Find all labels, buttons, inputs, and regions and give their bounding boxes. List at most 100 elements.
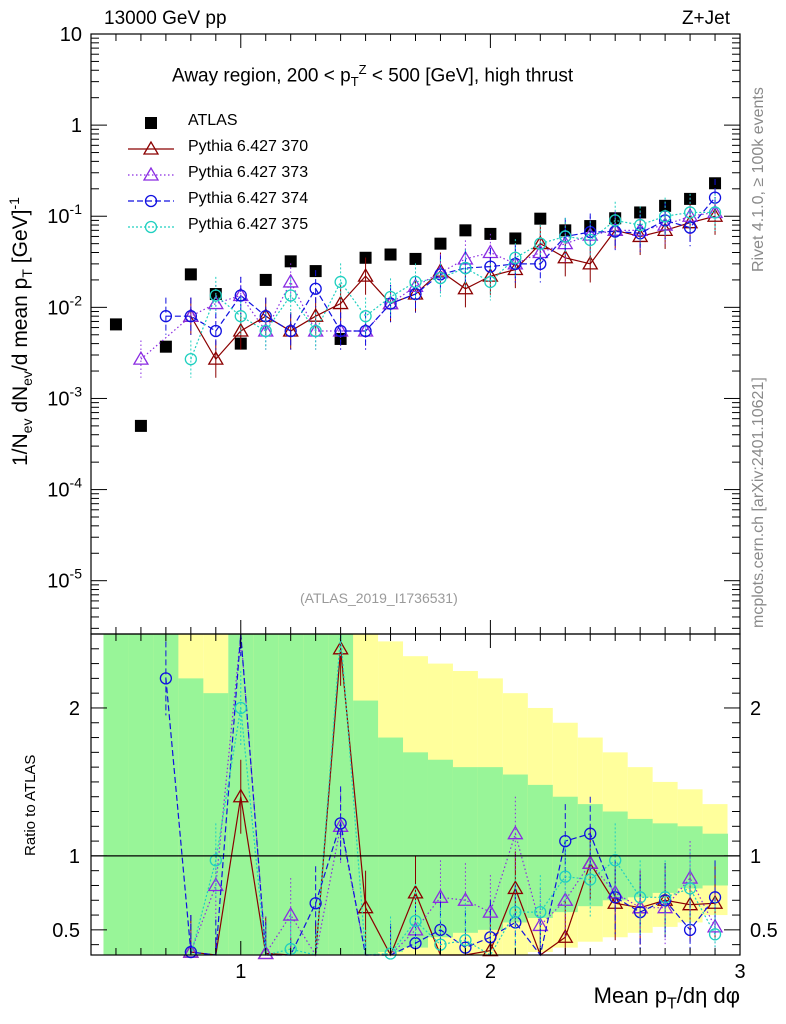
x-tick-label: 3 (734, 961, 745, 983)
ratio-uncertainty-bands (103, 634, 729, 955)
ratio-point-pythia-6-427-370 (357, 899, 374, 914)
point-pythia-6-427-374 (309, 282, 322, 295)
legend-label: Pythia 6.427 375 (188, 216, 309, 233)
ratio-point-pythia-6-427-373 (706, 918, 724, 933)
green-band-bin (128, 634, 154, 955)
point-atlas (109, 318, 122, 331)
top-y-tick-label: 10-5 (47, 566, 82, 593)
header-right: Z+Jet (681, 8, 730, 29)
point-pythia-6-427-374 (234, 289, 247, 302)
point-pythia-6-427-370 (557, 249, 574, 264)
point-pythia-6-427-375 (184, 353, 197, 366)
ratio-panel-marks (91, 633, 740, 960)
ratio-point-pythia-6-427-373 (457, 891, 474, 906)
ratio-point-pythia-6-427-370 (507, 880, 524, 895)
point-pythia-6-427-374 (184, 310, 197, 323)
point-pythia-6-427-375 (384, 290, 397, 304)
ratio-point-pythia-6-427-374 (159, 672, 173, 685)
x-tick-label: 1 (235, 961, 246, 983)
top-y-tick-label: 10-1 (47, 201, 82, 228)
ratio-point-pythia-6-427-373 (257, 945, 274, 960)
point-pythia-6-427-375 (234, 310, 247, 323)
ratio-point-pythia-6-427-375 (234, 701, 247, 715)
legend-label: Pythia 6.427 373 (188, 164, 309, 181)
point-atlas (184, 268, 197, 281)
analysis-id: (ATLAS_2019_I1736531) (300, 590, 458, 606)
ratio-point-pythia-6-427-373 (332, 818, 349, 832)
green-band-bin (427, 759, 454, 938)
ratio-point-pythia-6-427-375 (509, 905, 522, 919)
point-pythia-6-427-375 (259, 324, 272, 338)
point-pythia-6-427-375 (534, 237, 547, 250)
green-band-bin (253, 634, 279, 955)
point-pythia-6-427-375 (484, 275, 497, 289)
point-pythia-6-427-375 (334, 275, 347, 289)
point-atlas (134, 419, 147, 432)
point-atlas (384, 248, 397, 261)
point-pythia-6-427-370 (582, 255, 599, 270)
point-pythia-6-427-375 (683, 206, 697, 219)
legend-swatch (145, 117, 157, 129)
ratio-point-pythia-6-427-375 (584, 873, 597, 886)
point-pythia-6-427-375 (708, 206, 722, 219)
point-atlas (284, 255, 297, 268)
top-y-axis-label: 1/Nev dNev/d mean pT [GeV]-1 (6, 197, 36, 466)
ratio-point-pythia-6-427-375 (534, 905, 547, 919)
point-pythia-6-427-375 (509, 251, 522, 264)
green-band-bin (278, 634, 304, 955)
axis-ticks: 1 2 3 10-5 10-4 10-3 10-2 10-1 1 10 0.5 0.5 1 1 2 2 (47, 24, 778, 983)
green-band-bin (178, 678, 204, 955)
point-pythia-6-427-374 (284, 324, 297, 338)
legend-marker (144, 220, 158, 234)
ratio-point-pythia-6-427-375 (634, 891, 647, 904)
point-pythia-6-427-374 (159, 310, 173, 323)
point-pythia-6-427-375 (409, 275, 422, 289)
point-pythia-6-427-375 (309, 324, 322, 338)
mcplots-label: mcplots.cern.ch [arXiv:2401.10621] (750, 377, 767, 628)
ratio-point-pythia-6-427-373 (482, 903, 499, 918)
point-atlas (159, 340, 172, 353)
x-tick-label: 2 (485, 961, 496, 983)
green-band-bin (378, 737, 404, 953)
ratio-point-pythia-6-427-375 (559, 870, 572, 883)
point-pythia-6-427-375 (634, 218, 647, 232)
point-pythia-6-427-370 (706, 207, 724, 222)
point-pythia-6-427-370 (457, 280, 474, 295)
top-y-tick-label: 10-2 (47, 292, 82, 319)
legend-marker (142, 166, 160, 181)
chart-title: Away region, 200 < pTZ < 500 [GeV], high… (172, 62, 574, 90)
legend-swatch (128, 194, 174, 208)
ratio-point-pythia-6-427-374 (584, 827, 597, 840)
ratio-point-pythia-6-427-370 (557, 928, 574, 943)
point-pythia-6-427-373 (132, 350, 150, 365)
point-pythia-6-427-373 (207, 295, 224, 310)
point-atlas (409, 252, 422, 265)
point-pythia-6-427-375 (609, 214, 622, 227)
top-y-tick-label: 10-4 (47, 475, 82, 502)
top-y-tick-label: 1 (71, 115, 82, 137)
green-band-bin (103, 634, 129, 955)
point-pythia-6-427-374 (334, 324, 347, 338)
point-atlas (259, 273, 272, 286)
ratio-point-pythia-6-427-374 (184, 945, 197, 959)
ratio-point-pythia-6-427-370 (332, 640, 349, 655)
point-pythia-6-427-373 (282, 273, 299, 288)
point-pythia-6-427-375 (658, 210, 672, 223)
point-pythia-6-427-375 (559, 230, 572, 243)
ratio-line-pythia-6-427-375 (190, 633, 716, 956)
point-pythia-6-427-374 (359, 324, 372, 338)
point-pythia-6-427-375 (284, 289, 297, 302)
top-panel-marks (109, 177, 724, 432)
legend-marker (142, 140, 160, 155)
ratio-line-pythia-6-427-373 (190, 633, 716, 957)
point-pythia-6-427-370 (357, 267, 374, 282)
legend-swatch (128, 166, 174, 181)
top-y-tick-label: 10 (60, 24, 82, 46)
ratio-point-pythia-6-427-374 (309, 897, 322, 910)
point-pythia-6-427-374 (384, 297, 397, 310)
point-pythia-6-427-374 (209, 324, 222, 338)
point-atlas (434, 237, 447, 250)
series-line-pythia-6-427-373 (140, 211, 716, 360)
ratio-point-pythia-6-427-370 (232, 788, 249, 803)
